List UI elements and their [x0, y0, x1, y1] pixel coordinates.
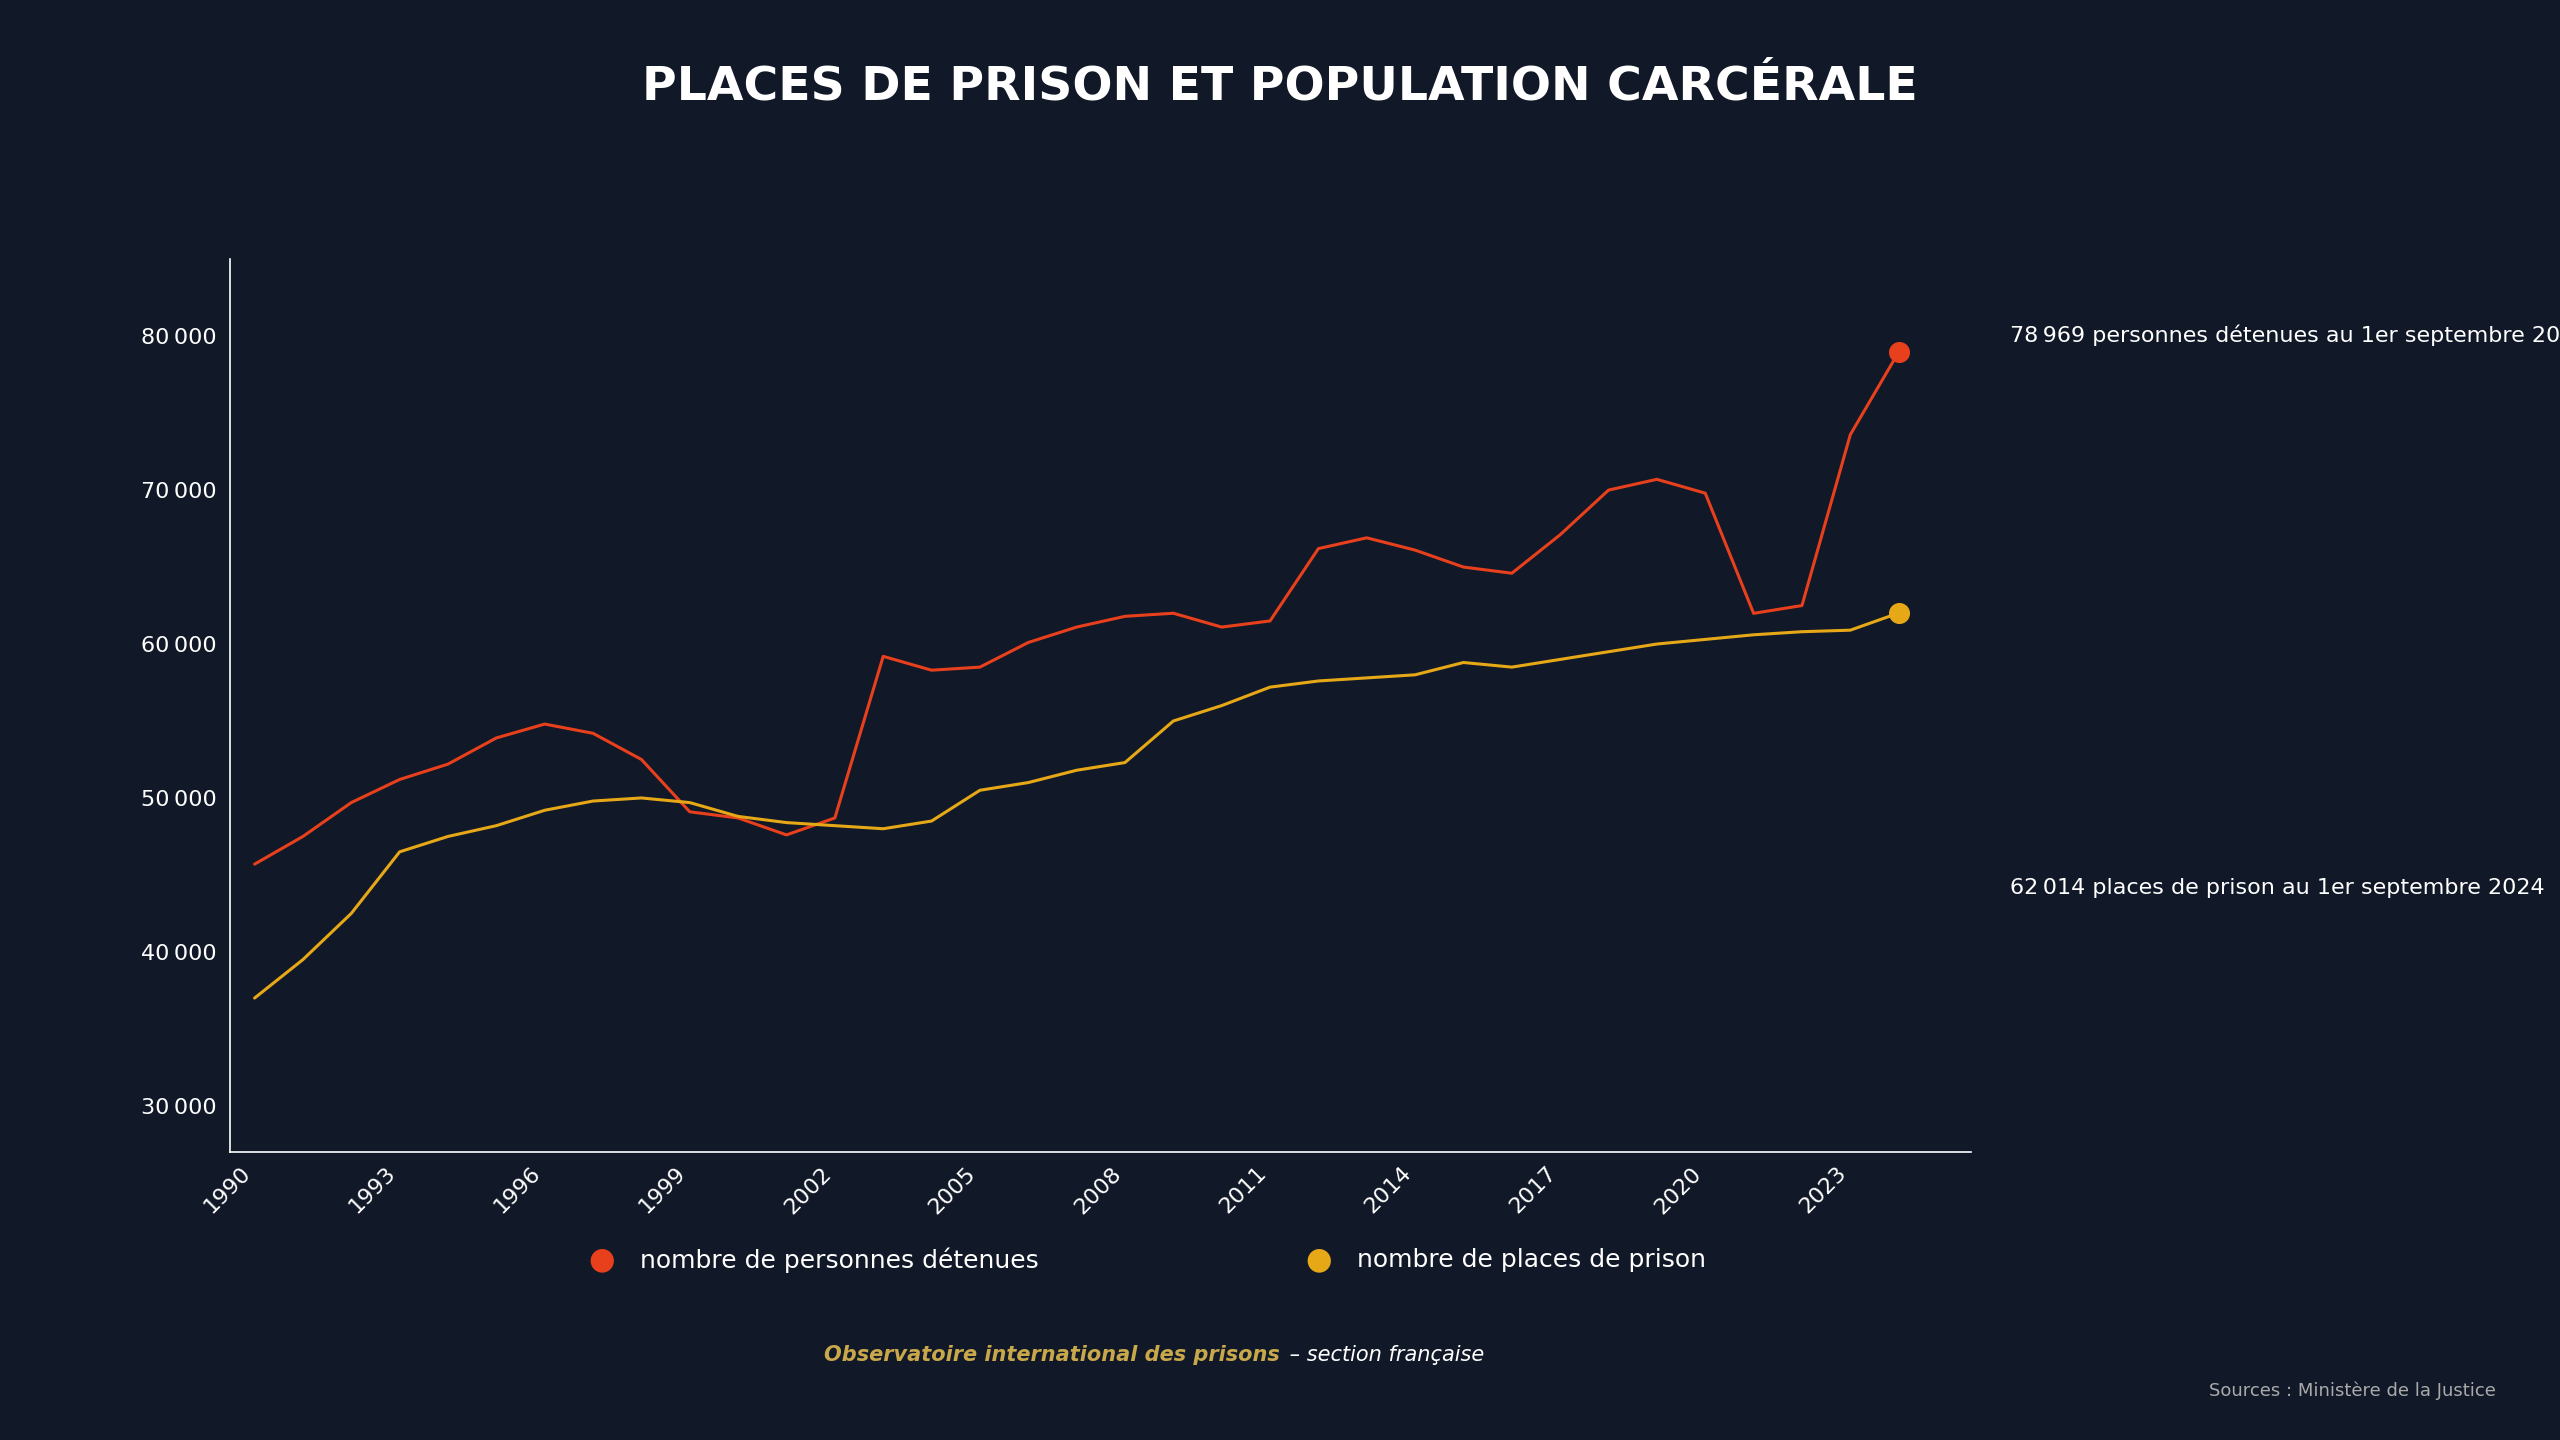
- Text: PLACES DE PRISON ET POPULATION CARCÉRALE: PLACES DE PRISON ET POPULATION CARCÉRALE: [643, 65, 1917, 109]
- Text: ●: ●: [589, 1246, 614, 1274]
- Text: nombre de personnes détenues: nombre de personnes détenues: [640, 1247, 1039, 1273]
- Text: Sources : Ministère de la Justice: Sources : Ministère de la Justice: [2209, 1381, 2496, 1400]
- Text: nombre de places de prison: nombre de places de prison: [1357, 1248, 1705, 1272]
- Text: 62 014 places de prison au 1er septembre 2024: 62 014 places de prison au 1er septembre…: [2010, 878, 2545, 899]
- Text: ●: ●: [1306, 1246, 1331, 1274]
- Text: Observatoire international des prisons: Observatoire international des prisons: [824, 1345, 1280, 1365]
- Text: – section française: – section française: [1283, 1345, 1485, 1365]
- Point: [1879, 340, 1920, 363]
- Text: 78 969 personnes détenues au 1er septembre 2024: 78 969 personnes détenues au 1er septemb…: [2010, 324, 2560, 346]
- Point: [1879, 602, 1920, 625]
